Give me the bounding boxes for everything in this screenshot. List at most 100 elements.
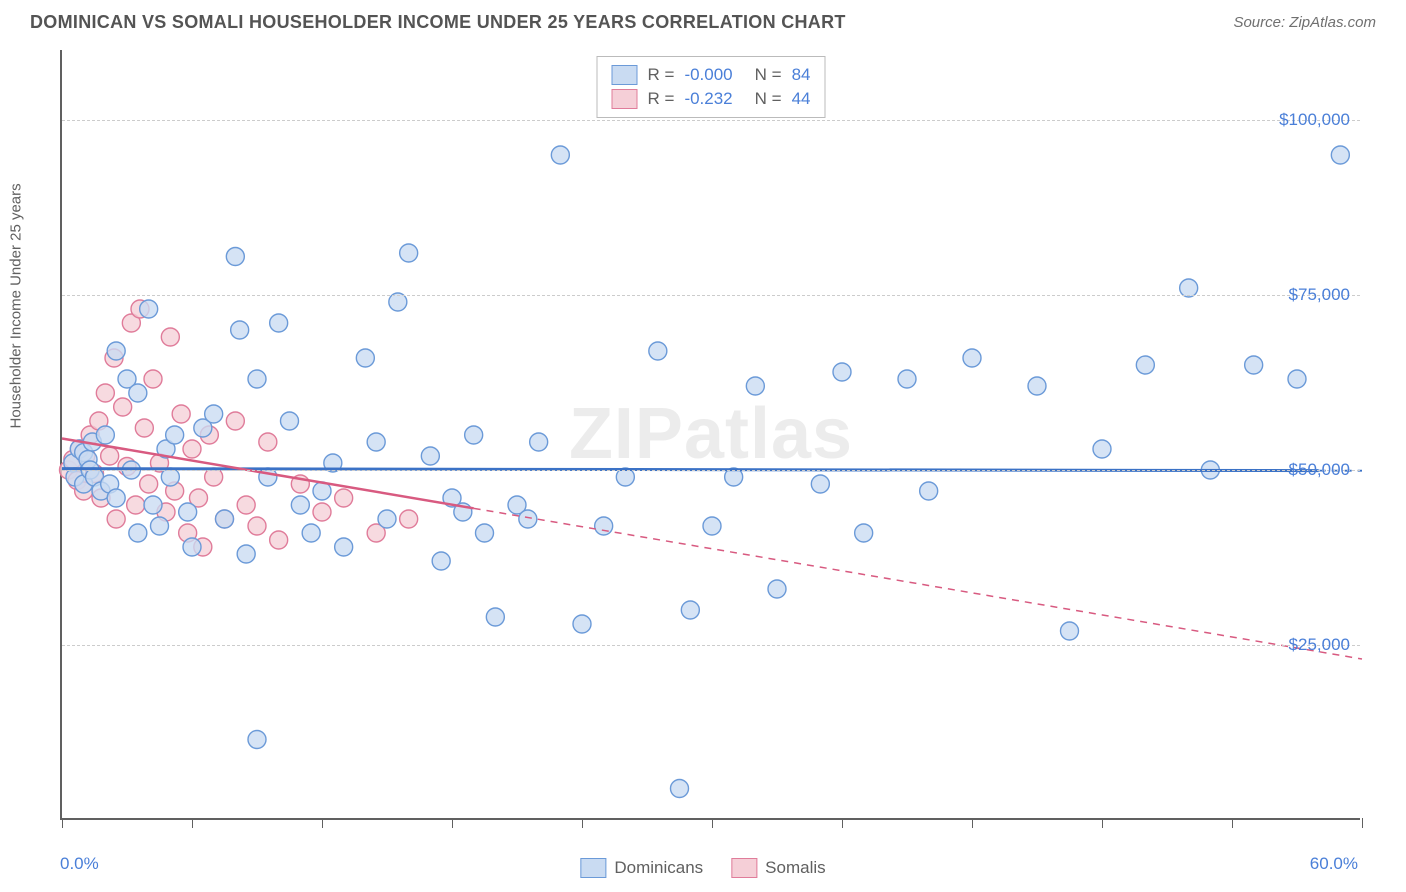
scatter-point (378, 510, 396, 528)
scatter-point (101, 447, 119, 465)
y-axis-label: Householder Income Under 25 years (8, 183, 25, 428)
scatter-point (231, 321, 249, 339)
scatter-point (681, 601, 699, 619)
x-tick (1362, 818, 1363, 828)
x-tick (192, 818, 193, 828)
legend-swatch (580, 858, 606, 878)
scatter-point (356, 349, 374, 367)
scatter-point (519, 510, 537, 528)
legend-r-label: R = (648, 65, 675, 85)
legend-n-label: N = (755, 89, 782, 109)
scatter-point (127, 496, 145, 514)
x-tick (322, 818, 323, 828)
scatter-plot-svg (62, 50, 1360, 818)
legend-n-value: 84 (792, 65, 811, 85)
scatter-point (140, 475, 158, 493)
legend-swatch (731, 858, 757, 878)
legend-row: R = -0.000 N = 84 (612, 63, 811, 87)
scatter-point (270, 531, 288, 549)
legend-swatch (612, 65, 638, 85)
scatter-point (183, 538, 201, 556)
scatter-point (216, 510, 234, 528)
scatter-point (291, 496, 309, 514)
scatter-point (129, 524, 147, 542)
scatter-point (855, 524, 873, 542)
scatter-point (530, 433, 548, 451)
legend-n-value: 44 (792, 89, 811, 109)
correlation-legend: R = -0.000 N = 84R = -0.232N = 44 (597, 56, 826, 118)
scatter-point (421, 447, 439, 465)
scatter-point (172, 405, 190, 423)
scatter-point (1028, 377, 1046, 395)
x-tick (582, 818, 583, 828)
scatter-point (811, 475, 829, 493)
series-legend-item: Dominicans (580, 858, 703, 878)
gridline (62, 120, 1360, 121)
scatter-point (107, 510, 125, 528)
scatter-point (465, 426, 483, 444)
x-tick (1232, 818, 1233, 828)
scatter-point (144, 370, 162, 388)
gridline (62, 470, 1360, 471)
scatter-point (1331, 146, 1349, 164)
scatter-point (226, 412, 244, 430)
scatter-point (476, 524, 494, 542)
x-tick (972, 818, 973, 828)
scatter-point (205, 405, 223, 423)
x-axis-max-label: 60.0% (1310, 854, 1358, 874)
x-tick (1102, 818, 1103, 828)
scatter-point (270, 314, 288, 332)
scatter-point (703, 517, 721, 535)
scatter-point (746, 377, 764, 395)
scatter-point (1288, 370, 1306, 388)
scatter-point (768, 580, 786, 598)
scatter-point (551, 146, 569, 164)
legend-row: R = -0.232N = 44 (612, 87, 811, 111)
scatter-point (183, 440, 201, 458)
scatter-point (963, 349, 981, 367)
y-tick-label: $50,000 (1289, 460, 1350, 480)
x-axis-min-label: 0.0% (60, 854, 99, 874)
scatter-point (237, 545, 255, 563)
scatter-point (335, 489, 353, 507)
scatter-point (1093, 440, 1111, 458)
trend-line-dashed (474, 508, 1362, 659)
scatter-point (166, 426, 184, 444)
scatter-point (573, 615, 591, 633)
scatter-point (259, 433, 277, 451)
scatter-point (1061, 622, 1079, 640)
scatter-point (140, 300, 158, 318)
scatter-point (144, 496, 162, 514)
scatter-point (1136, 356, 1154, 374)
scatter-point (96, 426, 114, 444)
legend-swatch (612, 89, 638, 109)
scatter-point (671, 780, 689, 798)
series-legend: Dominicans Somalis (580, 858, 825, 878)
chart-title: DOMINICAN VS SOMALI HOUSEHOLDER INCOME U… (30, 12, 846, 33)
scatter-point (248, 731, 266, 749)
legend-n-label: N = (755, 65, 782, 85)
scatter-point (248, 517, 266, 535)
scatter-point (161, 328, 179, 346)
gridline (62, 295, 1360, 296)
scatter-point (486, 608, 504, 626)
chart-plot-area: ZIPatlas R = -0.000N = 84R = -0.232N = 4… (60, 50, 1360, 820)
scatter-point (367, 433, 385, 451)
scatter-point (179, 503, 197, 521)
scatter-point (898, 370, 916, 388)
series-legend-item: Somalis (731, 858, 825, 878)
scatter-point (920, 482, 938, 500)
scatter-point (135, 419, 153, 437)
legend-r-value: -0.000 (684, 65, 732, 85)
x-tick (712, 818, 713, 828)
scatter-point (248, 370, 266, 388)
scatter-point (107, 342, 125, 360)
scatter-point (595, 517, 613, 535)
series-legend-label: Dominicans (614, 858, 703, 878)
scatter-point (237, 496, 255, 514)
gridline (62, 645, 1360, 646)
scatter-point (302, 524, 320, 542)
y-tick-label: $75,000 (1289, 285, 1350, 305)
y-tick-label: $100,000 (1279, 110, 1350, 130)
scatter-point (400, 510, 418, 528)
